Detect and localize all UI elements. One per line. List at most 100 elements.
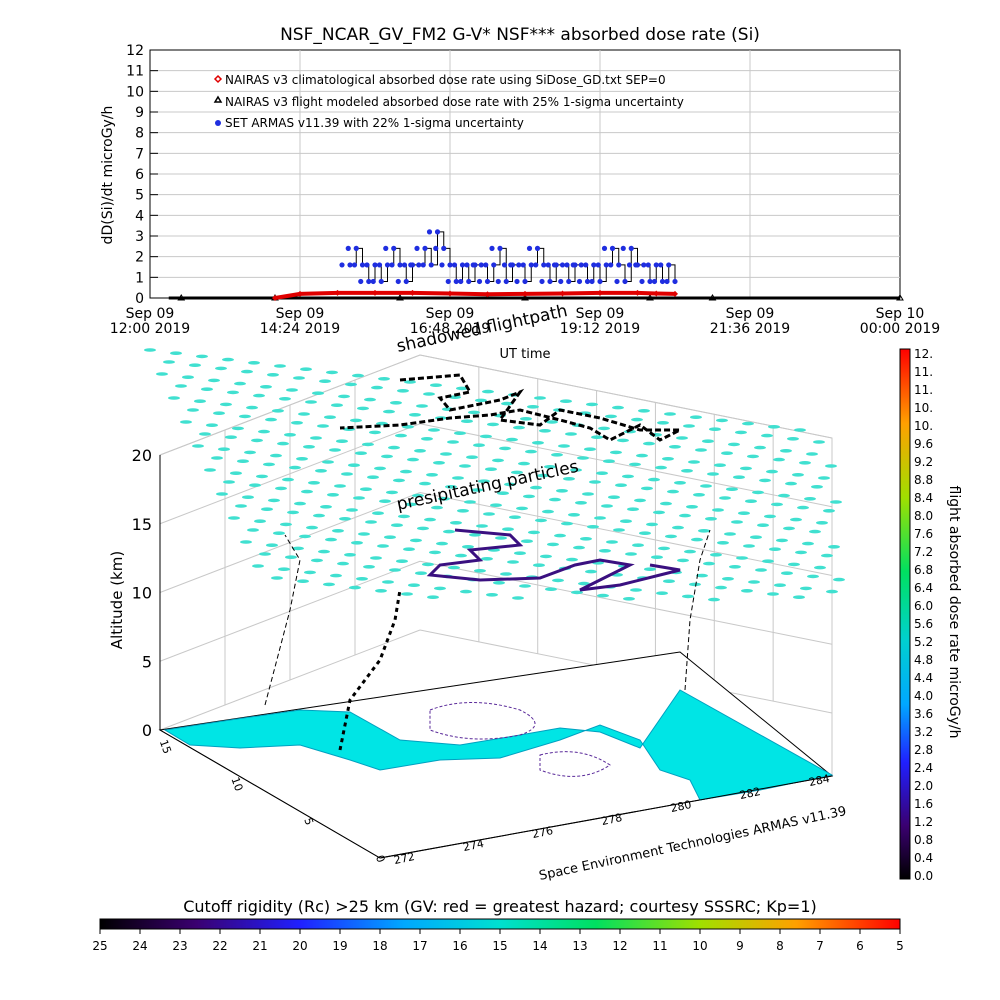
circle-marker [514,278,520,285]
particle-mark [679,513,691,518]
particle-mark [585,569,597,574]
dose-tick-label: 7.6 [914,527,933,541]
shadowed-flightpath [339,373,681,442]
particle-mark [825,464,837,468]
dose-tick-label: 6.0 [914,599,933,613]
circle-marker [495,278,501,285]
circle-marker [384,262,391,268]
particle-mark [225,435,237,440]
circle-marker [628,245,634,251]
dose-tick-label: 10. [914,401,933,415]
dose-colorbar [899,348,911,880]
particle-mark [578,581,590,586]
particle-mark [292,546,304,551]
circle-marker [559,262,566,268]
map-coast-outline [429,702,611,777]
circle-marker [522,278,528,285]
z-tick-label: 20 [132,446,152,465]
particle-mark [244,450,256,455]
rigidity-tick-label: 11 [652,939,667,953]
particle-mark [563,477,575,481]
particle-mark [601,504,613,508]
particle-mark [716,418,728,423]
particle-mark [405,502,417,507]
particle-mark [271,576,283,580]
particle-mark [232,426,244,431]
x-tick-label: Sep 09 [726,306,775,322]
circle-marker [497,245,503,251]
particle-mark [598,426,610,431]
rigidity-tick-label: 6 [856,939,864,953]
particle-mark [370,556,382,560]
diamond-marker [272,295,278,301]
circle-marker [570,262,576,268]
circle-marker [397,262,403,268]
particle-mark [329,448,341,452]
particle-mark [450,521,462,525]
particle-mark [683,424,695,428]
wall-grid-line [419,354,833,439]
particle-mark [415,571,427,575]
dose-tick-label: 4.0 [914,689,933,703]
particle-mark [580,537,592,541]
particle-mark [216,492,228,496]
particle-mark [393,478,405,483]
particle-mark [204,468,216,472]
x-tick-label: Sep 09 [126,306,175,322]
particle-mark [521,539,533,543]
y-tick-label: 4 [135,208,144,224]
particle-mark [603,459,615,464]
circle-marker [591,262,597,268]
circle-marker [666,262,672,268]
particle-mark [419,481,431,486]
particle-mark [377,544,389,548]
legend-item-nairas-climatological: NAIRAS v3 climatological absorbed dose r… [213,73,666,87]
particle-mark [344,553,356,557]
x-tick-label: 21:36 2019 [710,321,790,337]
x-tick-label: Sep 09 [276,306,325,322]
particle-mark [350,418,362,423]
particle-mark [408,583,420,587]
rigidity-tick-label: 15 [492,939,507,953]
particle-mark [501,401,513,406]
circle-marker [458,278,464,285]
diamond-marker [297,290,303,297]
circle-marker [484,278,491,285]
particle-mark [511,470,523,475]
particle-mark [556,489,568,493]
particle-mark [641,486,653,491]
particle-mark [565,432,577,436]
particle-mark [691,537,703,542]
circle-marker [528,262,534,268]
particle-mark [773,457,785,462]
z-tick-label: 5 [142,652,152,671]
particle-mark [715,585,727,590]
legend-label: NAIRAS v3 flight modeled absorbed dose r… [225,95,684,109]
particle-mark [341,472,353,476]
particle-mark [743,544,755,548]
particle-mark [771,502,783,507]
circle-marker [645,262,651,268]
circle-marker [597,278,603,285]
flightpath-at-altitude [426,528,681,592]
particle-mark [312,391,324,396]
particle-mark [421,437,433,441]
circle-marker [622,278,628,285]
particle-mark [436,541,448,546]
particle-mark [325,537,337,542]
circle-marker [370,278,376,285]
particle-mark [690,415,702,420]
particle-mark [644,567,656,571]
circle-marker [434,229,441,235]
rigidity-tick-label: 22 [212,939,227,953]
particle-mark [561,521,573,526]
x-tick-label: 12:00 2019 [110,321,190,337]
particle-mark [423,392,435,396]
particle-mark [407,457,419,462]
particle-mark [194,399,206,404]
rigidity-tick-label: 9 [736,939,744,953]
particle-mark [785,481,797,486]
circle-marker [614,278,620,285]
particle-mark [303,445,315,449]
particle-mark [533,563,545,567]
